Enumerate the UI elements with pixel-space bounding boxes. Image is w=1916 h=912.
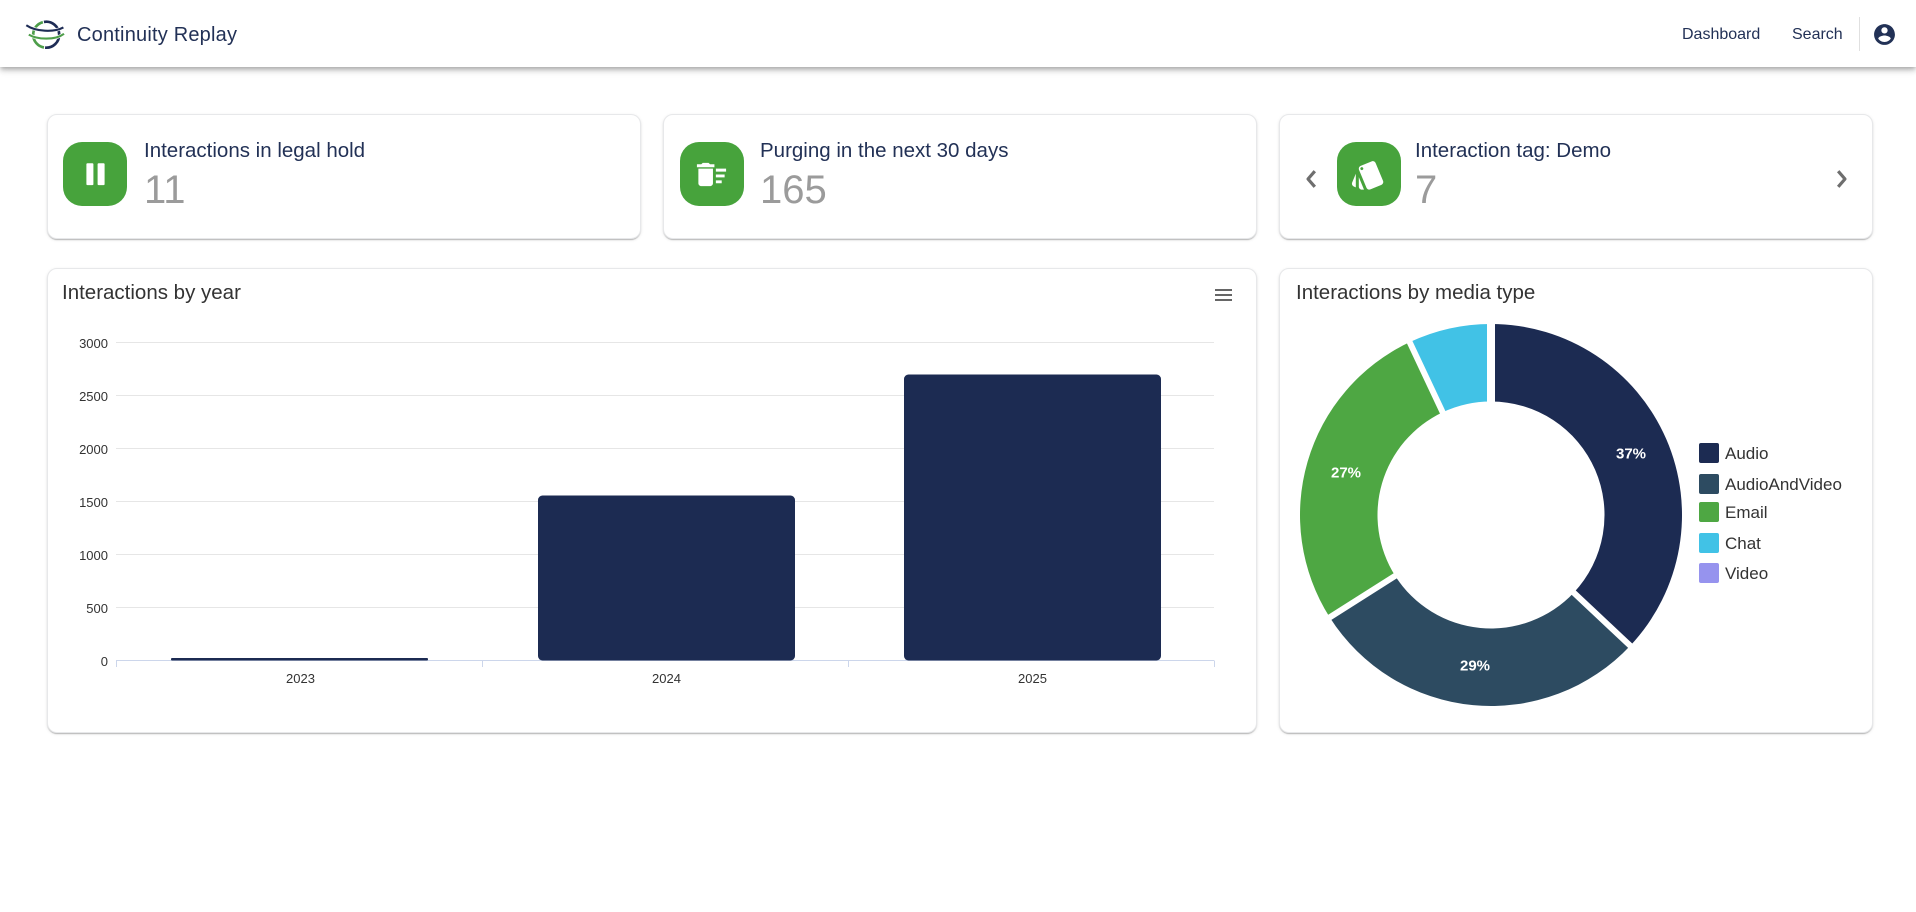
svg-text:29%: 29% bbox=[1460, 658, 1490, 675]
svg-text:27%: 27% bbox=[1331, 465, 1361, 482]
svg-text:37%: 37% bbox=[1616, 446, 1646, 463]
